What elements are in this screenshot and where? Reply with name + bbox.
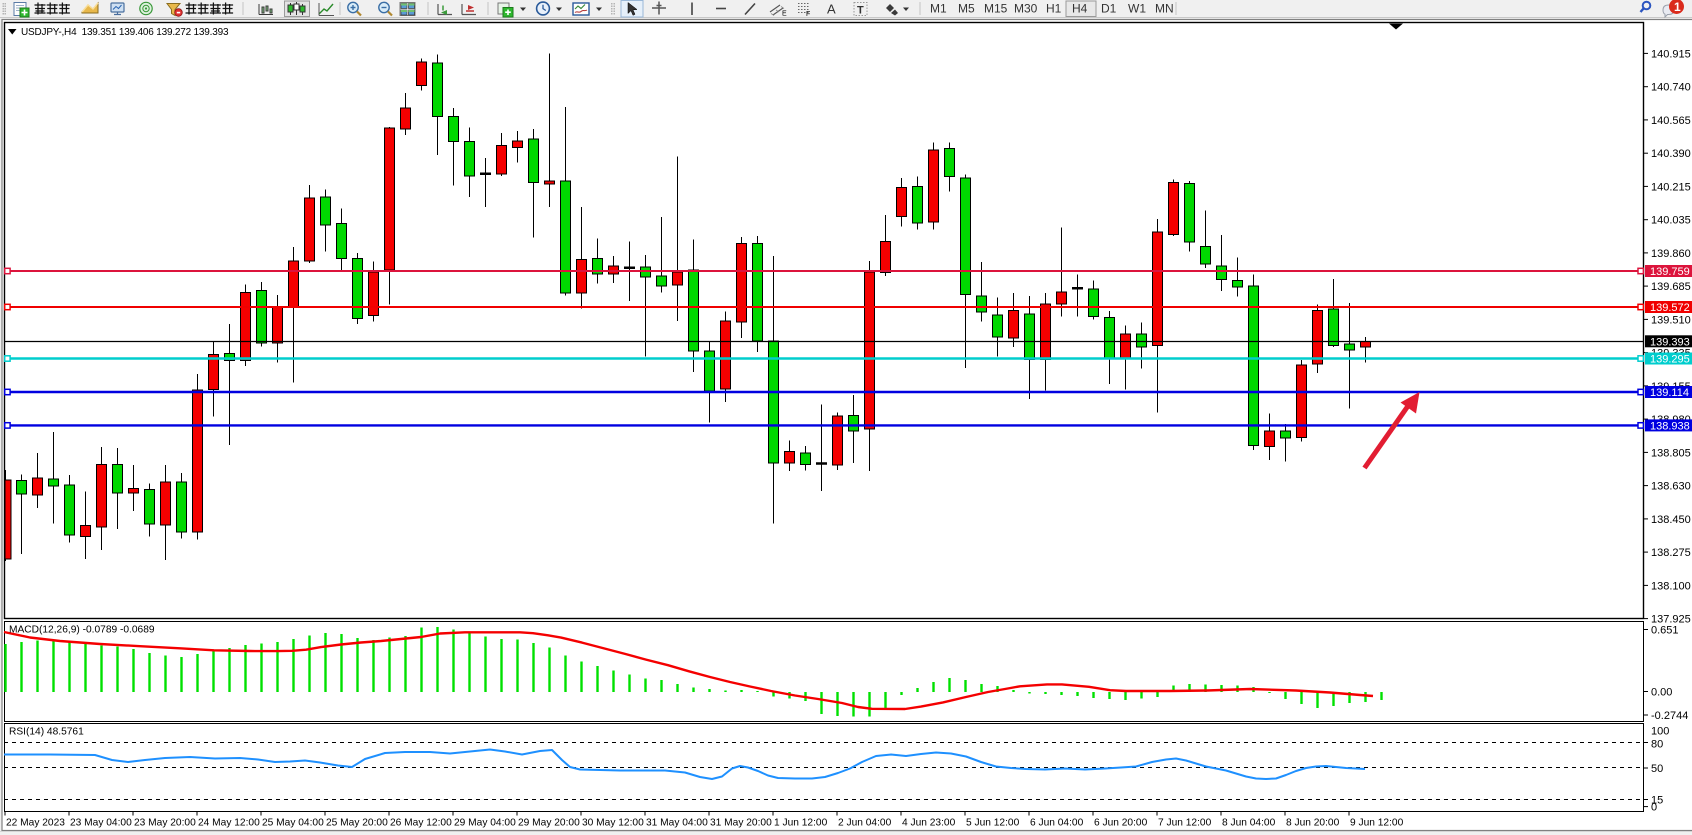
svg-text:139.295: 139.295 — [1650, 354, 1690, 366]
svg-text:6 Jun 04:00: 6 Jun 04:00 — [1030, 818, 1084, 829]
svg-text:MACD(12,26,9) -0.0789 -0.0689: MACD(12,26,9) -0.0789 -0.0689 — [9, 625, 155, 636]
svg-text:1: 1 — [1674, 0, 1681, 14]
svg-text:D1: D1 — [1101, 2, 1117, 16]
svg-text:4 Jun 23:00: 4 Jun 23:00 — [902, 818, 956, 829]
svg-text:0.00: 0.00 — [1651, 687, 1672, 699]
svg-text:29 May 20:00: 29 May 20:00 — [518, 818, 580, 829]
svg-text:H4: H4 — [1072, 2, 1088, 16]
svg-text:138.938: 138.938 — [1650, 420, 1690, 432]
svg-text:25 May 20:00: 25 May 20:00 — [326, 818, 388, 829]
svg-text:50: 50 — [1651, 763, 1663, 775]
svg-text:138.805: 138.805 — [1651, 447, 1691, 459]
svg-text:139.759: 139.759 — [1650, 266, 1690, 278]
svg-text:H1: H1 — [1046, 2, 1062, 16]
svg-text:140.565: 140.565 — [1651, 115, 1691, 127]
svg-text:138.100: 138.100 — [1651, 580, 1691, 592]
svg-text:9 Jun 12:00: 9 Jun 12:00 — [1350, 818, 1404, 829]
svg-text:26 May 12:00: 26 May 12:00 — [390, 818, 452, 829]
svg-text:M30: M30 — [1014, 2, 1038, 16]
svg-text:138.630: 138.630 — [1651, 481, 1691, 493]
svg-text:8 Jun 04:00: 8 Jun 04:00 — [1222, 818, 1276, 829]
svg-text:A: A — [827, 2, 836, 17]
svg-text:24 May 12:00: 24 May 12:00 — [198, 818, 260, 829]
svg-text:139.685: 139.685 — [1651, 281, 1691, 293]
svg-text:23 May 04:00: 23 May 04:00 — [70, 818, 132, 829]
svg-text:7 Jun 12:00: 7 Jun 12:00 — [1158, 818, 1212, 829]
svg-text:137.925: 137.925 — [1651, 614, 1691, 626]
svg-text:139.860: 139.860 — [1651, 248, 1691, 260]
svg-text:140.390: 140.390 — [1651, 148, 1691, 160]
svg-text:80: 80 — [1651, 738, 1663, 750]
svg-text:W1: W1 — [1128, 2, 1146, 16]
svg-text:M5: M5 — [958, 2, 975, 16]
svg-text:31 May 20:00: 31 May 20:00 — [710, 818, 772, 829]
svg-text:T: T — [857, 5, 864, 17]
svg-text:0.651: 0.651 — [1651, 625, 1679, 637]
svg-text:138.450: 138.450 — [1651, 514, 1691, 526]
svg-text:140.035: 140.035 — [1651, 215, 1691, 227]
svg-text:5 Jun 12:00: 5 Jun 12:00 — [966, 818, 1020, 829]
svg-text:139.572: 139.572 — [1650, 302, 1690, 314]
svg-text:M1: M1 — [930, 2, 947, 16]
svg-text:31 May 04:00: 31 May 04:00 — [646, 818, 708, 829]
svg-text:22 May 2023: 22 May 2023 — [6, 818, 65, 829]
svg-text:-0.2744: -0.2744 — [1651, 710, 1688, 722]
svg-text:25 May 04:00: 25 May 04:00 — [262, 818, 324, 829]
svg-text:MN: MN — [1155, 2, 1174, 16]
svg-text:100: 100 — [1651, 725, 1669, 737]
svg-text:140.215: 140.215 — [1651, 181, 1691, 193]
svg-text:29 May 04:00: 29 May 04:00 — [454, 818, 516, 829]
svg-text:139.114: 139.114 — [1650, 387, 1689, 399]
svg-text:E: E — [782, 11, 787, 18]
svg-text:8 Jun 20:00: 8 Jun 20:00 — [1286, 818, 1340, 829]
svg-text:140.740: 140.740 — [1651, 82, 1691, 94]
svg-text:RSI(14) 48.5761: RSI(14) 48.5761 — [9, 727, 84, 738]
svg-text:2 Jun 04:00: 2 Jun 04:00 — [838, 818, 892, 829]
svg-text:140.915: 140.915 — [1651, 48, 1691, 60]
svg-text:138.275: 138.275 — [1651, 547, 1691, 559]
svg-text:15: 15 — [1651, 794, 1663, 806]
svg-text:F: F — [806, 11, 810, 18]
svg-text:139.510: 139.510 — [1651, 314, 1691, 326]
svg-text:30 May 12:00: 30 May 12:00 — [582, 818, 644, 829]
svg-text:139.393: 139.393 — [1650, 336, 1690, 348]
svg-text:0: 0 — [1651, 802, 1657, 814]
svg-text:M15: M15 — [984, 2, 1008, 16]
svg-text:23 May 20:00: 23 May 20:00 — [134, 818, 196, 829]
svg-text:1 Jun 12:00: 1 Jun 12:00 — [774, 818, 828, 829]
svg-text:USDJPY-,H4 139.351 139.406 13: USDJPY-,H4 139.351 139.406 139.272 139.3… — [21, 27, 229, 38]
svg-text:6 Jun 20:00: 6 Jun 20:00 — [1094, 818, 1148, 829]
